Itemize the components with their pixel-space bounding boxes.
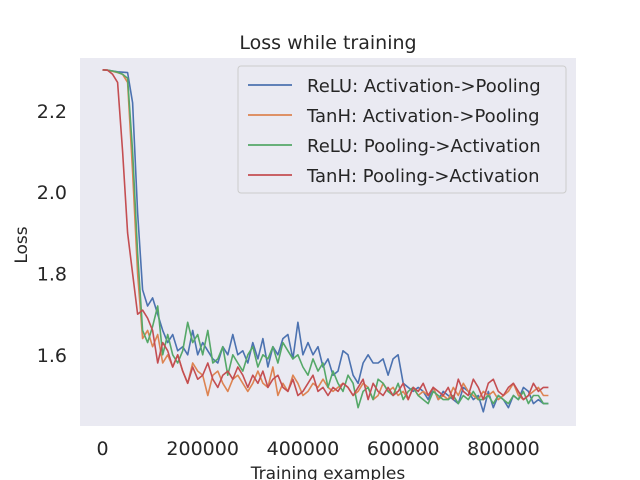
- legend: ReLU: Activation->Pooling TanH: Activatio…: [237, 65, 567, 194]
- series-lines: [102, 69, 549, 413]
- x-tick-label: 200000: [166, 438, 239, 460]
- y-tick-labels: 1.6 1.8 2.0 2.2: [37, 101, 67, 367]
- legend-label-1: ReLU: Activation->Pooling: [307, 76, 541, 97]
- x-tick-label: 600000: [367, 438, 440, 460]
- series-line-1: [102, 69, 549, 413]
- legend-label-3: ReLU: Pooling->Activation: [307, 136, 541, 157]
- chart-title: Loss while training: [239, 32, 416, 54]
- x-tick-label: 0: [96, 438, 108, 460]
- y-tick-label: 2.2: [37, 101, 67, 123]
- series-line-3: [102, 69, 549, 409]
- legend-label-4: TanH: Pooling->Activation: [306, 166, 540, 187]
- x-axis-label: Training examples: [250, 464, 406, 480]
- x-tick-label: 800000: [467, 438, 540, 460]
- y-tick-label: 1.6: [37, 345, 67, 367]
- y-tick-label: 1.8: [37, 264, 67, 286]
- series-line-4: [102, 69, 549, 401]
- x-tick-label: 400000: [267, 438, 340, 460]
- y-tick-label: 2.0: [37, 182, 67, 204]
- legend-box: [237, 65, 567, 194]
- x-tick-labels: 0 200000 400000 600000 800000: [96, 438, 539, 460]
- y-axis-label: Loss: [12, 226, 32, 263]
- legend-label-2: TanH: Activation->Pooling: [306, 106, 540, 127]
